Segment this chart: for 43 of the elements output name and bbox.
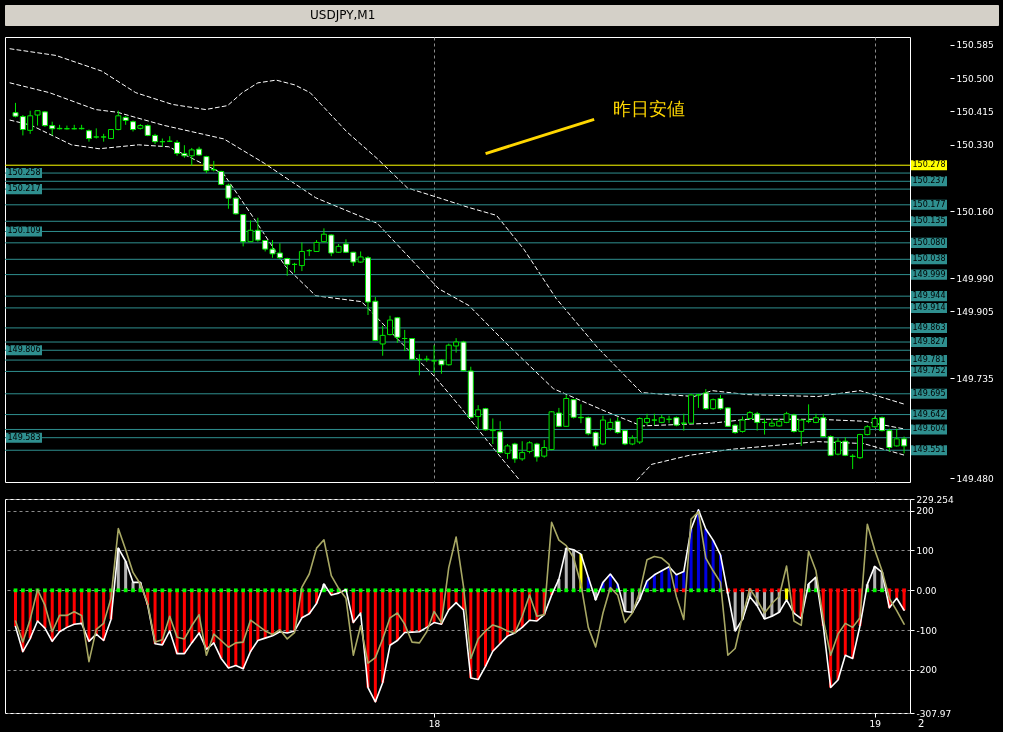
ref-line-label: 149.583 [7,432,41,442]
ref-line-label: 150.038 [912,254,946,264]
y-tick-label: -307.97 [916,708,952,719]
ref-line-label: 150.109 [7,226,41,236]
ref-line-label: 149.695 [912,388,946,398]
ref-line-label: 149.863 [912,322,946,332]
ref-line-label: 149.642 [912,409,946,419]
y-tick-label: 0.00 [916,585,937,596]
ref-line-label: 149.827 [912,337,946,347]
y-tick-label: 200 [916,506,934,517]
ref-line-label: 149.752 [912,366,946,376]
y-tick-label: 150.415 [956,106,994,117]
y-tick-label: 150.330 [956,140,994,151]
ref-line-label: 149.999 [912,269,946,279]
text: 2 [918,718,925,729]
ref-line-label: 150.278 [912,160,946,170]
y-tick-label: 100 [916,545,934,556]
ref-line-label: 150.237 [912,176,946,186]
ref-line-label: 150.177 [912,199,946,209]
ref-line-label: 150.217 [7,184,41,194]
y-tick-label: 229.254 [916,494,954,505]
y-tick-label: -100 [916,625,938,636]
ref-line-label: 149.604 [912,424,946,434]
y-tick-label: 149.905 [956,306,994,317]
y-tick-label: 149.735 [956,373,994,384]
annotation: 昨日安値 [613,98,686,120]
x-tick-label: 19 [869,718,882,729]
chart-title: USDJPY,M1 [310,8,376,22]
y-tick-label: 150.585 [956,40,994,51]
ref-line-label: 150.258 [7,168,41,178]
y-tick-label: -200 [916,665,938,676]
ref-line-label: 150.080 [912,237,946,247]
y-tick-label: 149.480 [956,473,994,484]
y-tick-label: 150.160 [956,206,994,217]
ref-line-label: 149.806 [7,345,41,355]
ref-line-label: 149.914 [912,302,946,312]
ref-line-label: 150.135 [912,216,946,226]
y-tick-label: 150.500 [956,73,994,84]
ref-line-label: 149.781 [912,355,946,365]
ref-line-label: 149.944 [912,291,946,301]
x-tick-label: 18 [428,718,441,729]
ref-line-label: 149.551 [912,445,946,455]
y-tick-label: 149.990 [956,273,994,284]
